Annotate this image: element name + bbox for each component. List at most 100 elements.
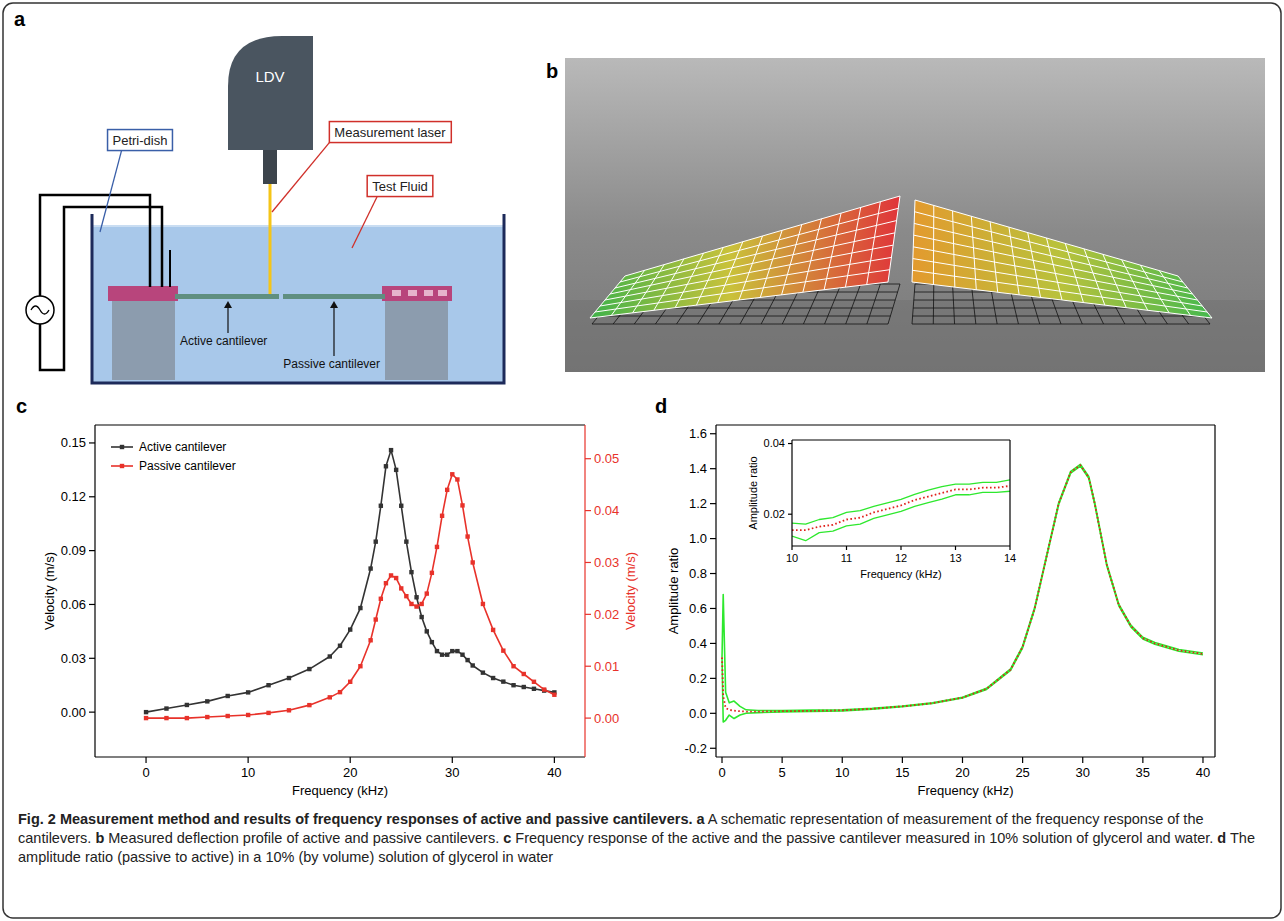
legend: Active cantileverPassive cantilever [111, 440, 236, 473]
base-block [385, 300, 448, 380]
caption-text: Measured deflection profile of active an… [108, 830, 499, 846]
marker [465, 534, 469, 538]
marker [481, 670, 485, 674]
mesh-line [599, 316, 891, 317]
tick [452, 757, 453, 763]
marker [389, 448, 393, 452]
mesh-line [933, 284, 935, 324]
wire [40, 195, 150, 296]
marker [368, 566, 372, 570]
marker [384, 581, 388, 585]
plot-background [792, 440, 1010, 546]
marker [368, 638, 372, 642]
plate [590, 196, 900, 318]
marker [348, 627, 352, 631]
panel-letter: c [16, 395, 27, 417]
tick-label: 10 [835, 765, 849, 780]
marker [307, 667, 311, 671]
tick [846, 546, 847, 550]
tick [710, 608, 716, 609]
axis-title: Frequency (kHz) [860, 568, 941, 580]
marker [425, 629, 429, 633]
tick-label: 0.12 [61, 489, 86, 504]
ldv-label: LDV [255, 68, 284, 85]
passive-cantilever [283, 294, 385, 299]
tick [248, 757, 249, 763]
marker [501, 679, 505, 683]
wire [169, 250, 171, 287]
tick-label: 1.0 [689, 531, 707, 546]
tick [710, 433, 716, 434]
tick [585, 666, 591, 667]
pad-contact [408, 290, 417, 296]
tick-label: 0.09 [61, 543, 86, 558]
axis-title: Frequency (kHz) [292, 783, 388, 798]
tick [1202, 757, 1203, 763]
marker [511, 683, 515, 687]
tick-label: 0.02 [594, 607, 619, 622]
caption-title: Fig. 2 Measurement method and results of… [18, 811, 692, 827]
marker [328, 654, 332, 658]
tick-label: 14 [1004, 552, 1016, 564]
legend-label: Active cantilever [139, 440, 226, 454]
frame-line [1009, 440, 1010, 546]
chart-c: 010203040Frequency (kHz)0.000.030.060.09… [16, 395, 638, 798]
marker [481, 602, 485, 606]
marker [226, 714, 230, 718]
tick [1142, 757, 1143, 763]
series-group [792, 480, 1010, 541]
tick-label: 0.06 [61, 597, 86, 612]
tick [710, 678, 716, 679]
tick-label: 1.6 [689, 426, 707, 441]
marker [460, 503, 464, 507]
marker [164, 716, 168, 720]
series-line [792, 480, 1010, 524]
tick [585, 510, 591, 511]
mesh-line [625, 196, 900, 276]
marker [404, 539, 408, 543]
legend-marker [120, 464, 124, 468]
tick [710, 538, 716, 539]
image-b: b [546, 58, 1265, 372]
marker [425, 591, 429, 595]
series-line [146, 450, 554, 712]
series-group [144, 448, 557, 720]
marker [419, 602, 423, 606]
figure: aLDVPetri-dishMeasurement laserTest Flui… [0, 0, 1284, 921]
marker [338, 690, 342, 694]
series-line [792, 491, 1010, 540]
label: Petri-dish [113, 133, 168, 148]
tick-label: 20 [343, 765, 357, 780]
marker [460, 653, 464, 657]
leader-line [100, 151, 122, 232]
tick-label: 12 [895, 552, 907, 564]
arrow-head [224, 301, 232, 308]
tick-label: 30 [445, 765, 459, 780]
tick [710, 468, 716, 469]
chart-d: 0510152025303540Frequency (kHz)-0.20.00.… [655, 395, 1215, 798]
mesh-line [615, 221, 897, 288]
pad-contact [438, 290, 447, 296]
ldv-lens [263, 150, 277, 184]
leader-line [352, 197, 377, 248]
tick [710, 713, 716, 714]
mesh-line [610, 233, 895, 294]
tick-label: 40 [1196, 765, 1210, 780]
axis-line [584, 425, 585, 757]
contact-pad [108, 286, 178, 301]
tick-label: 0.4 [689, 636, 707, 651]
sine-symbol [31, 306, 49, 314]
frame-line [95, 424, 585, 425]
tick [962, 757, 963, 763]
tick-label: 5 [779, 765, 786, 780]
label-frame [108, 130, 173, 151]
base-block [112, 300, 175, 380]
marker [394, 468, 398, 472]
mesh-line [912, 324, 1210, 325]
marker [542, 687, 546, 691]
tick [89, 604, 95, 605]
mesh-line [913, 247, 1197, 300]
figure-border [3, 3, 1281, 918]
tick-label: 0.02 [764, 508, 785, 520]
mesh-line [914, 223, 1188, 288]
